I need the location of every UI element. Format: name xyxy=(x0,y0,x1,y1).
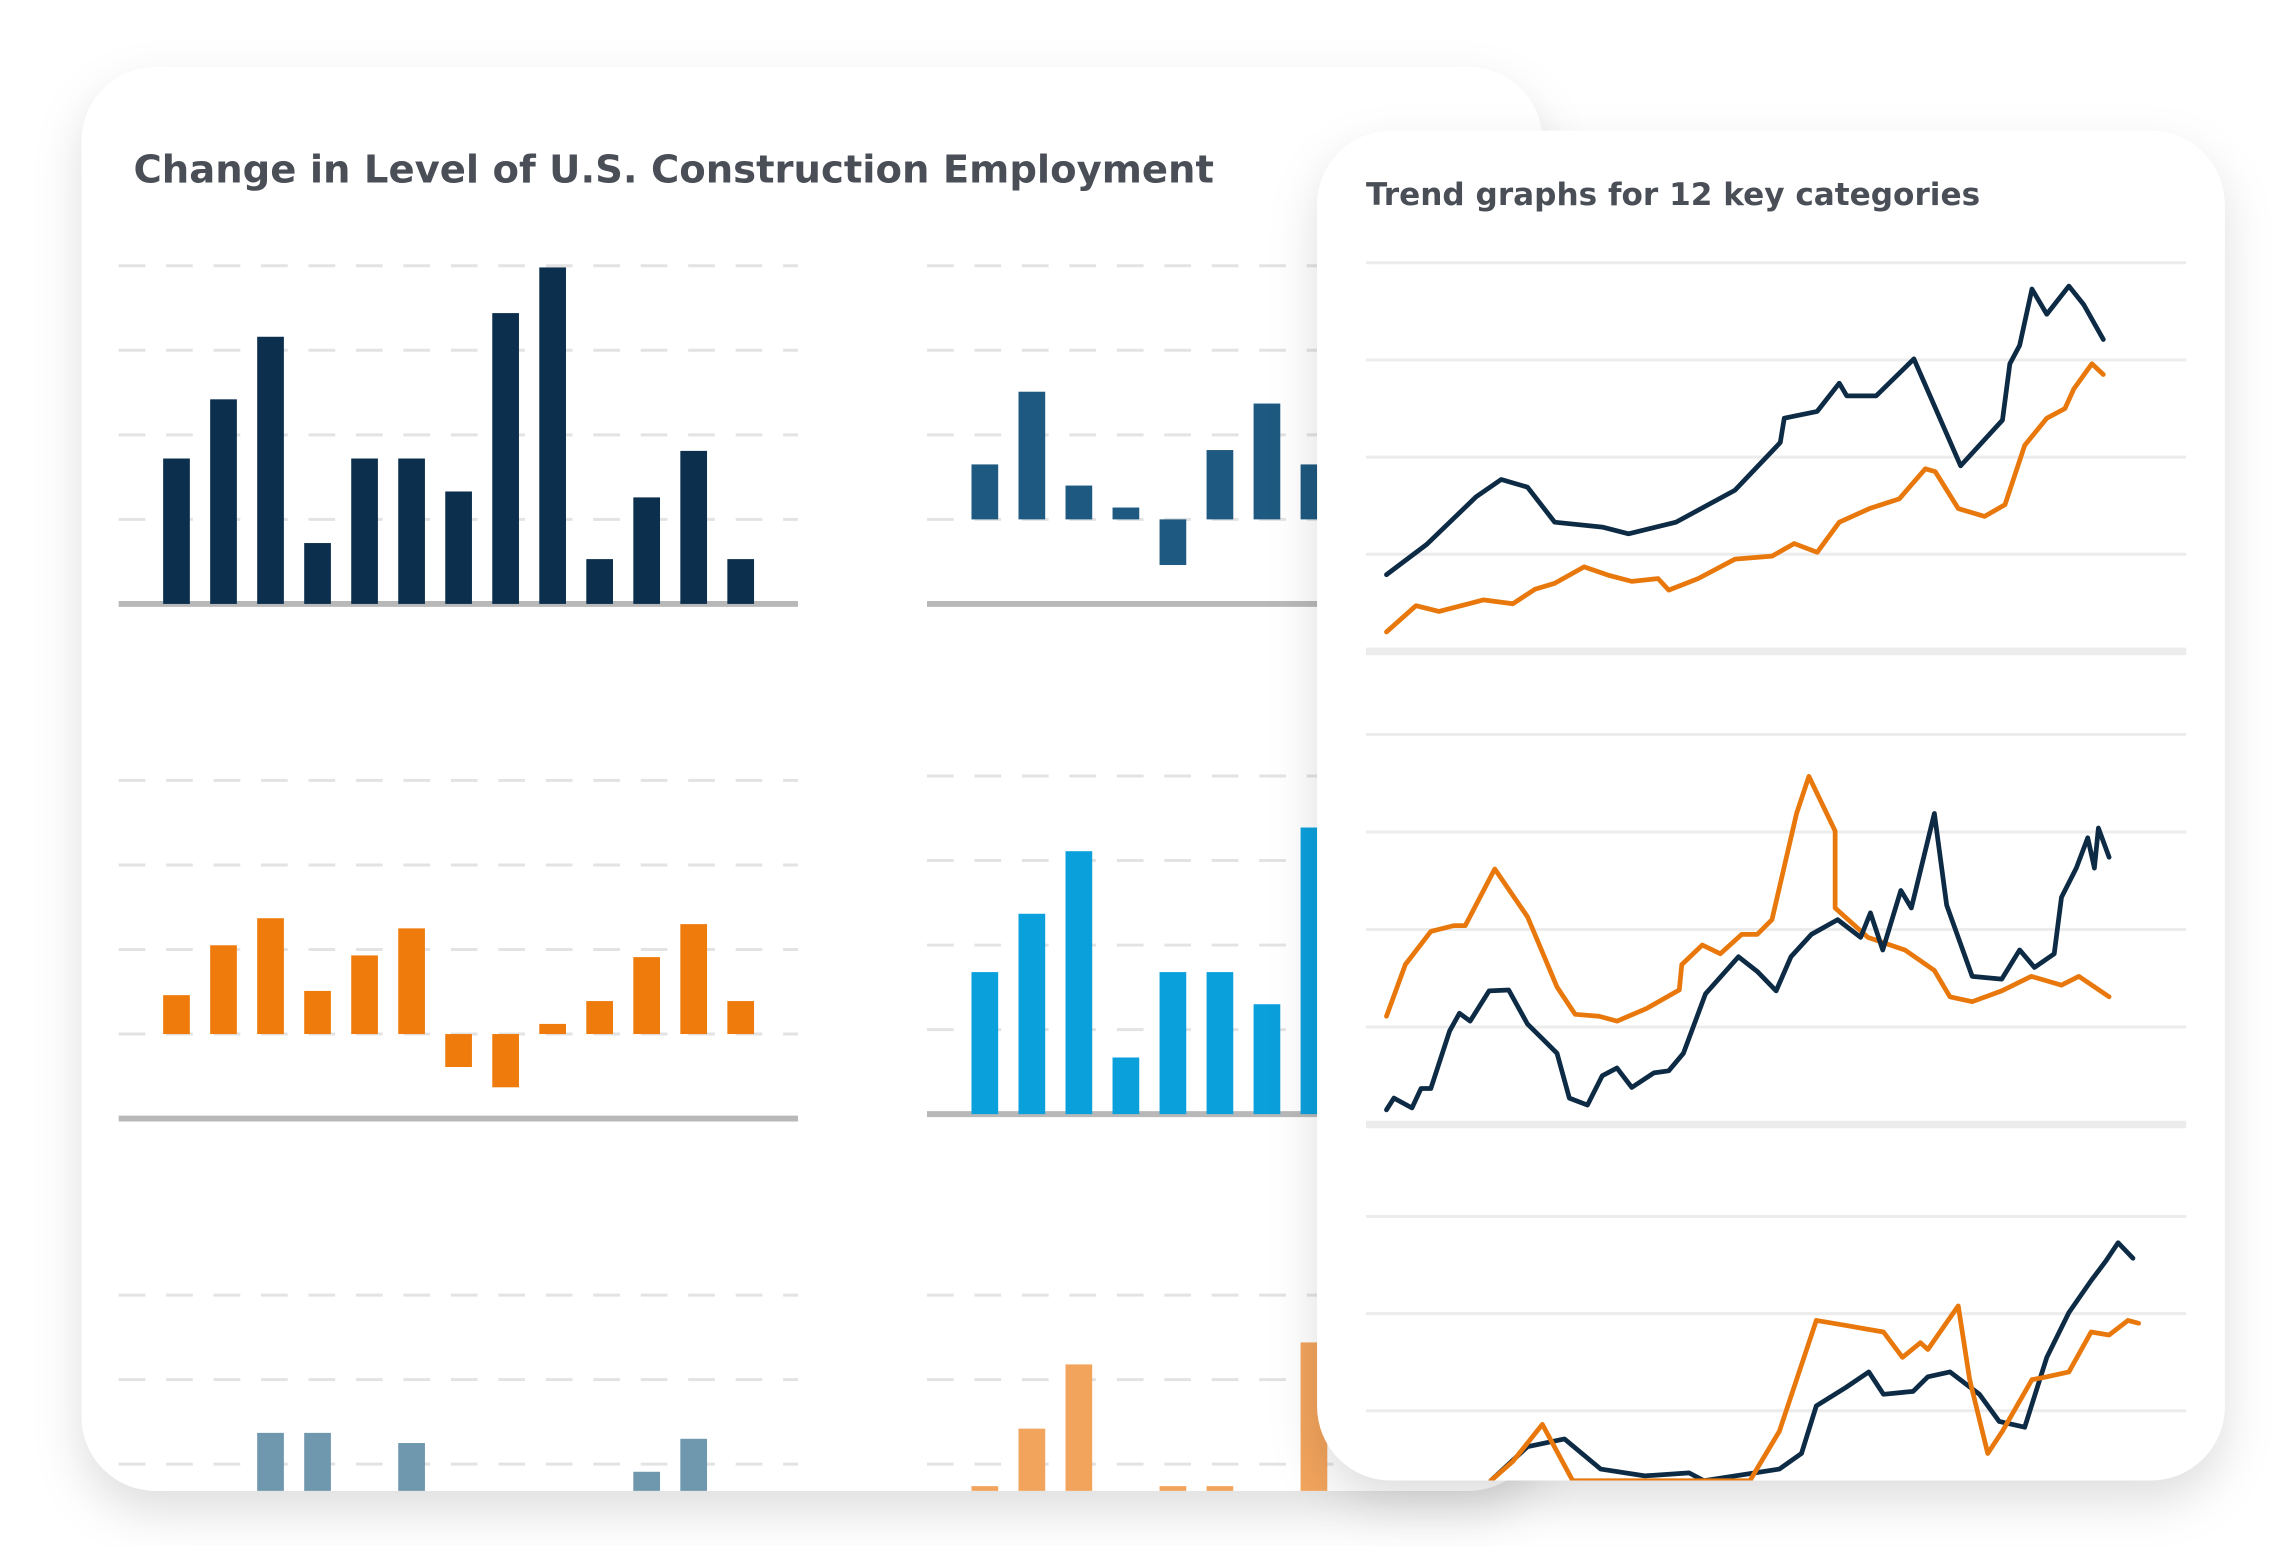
bar xyxy=(398,1443,425,1491)
bar xyxy=(1159,519,1187,566)
bar xyxy=(1018,913,1046,1115)
bar xyxy=(1253,403,1281,520)
bar xyxy=(304,990,331,1035)
bar xyxy=(1112,507,1140,520)
bar xyxy=(727,559,755,604)
bar xyxy=(586,559,613,604)
bar xyxy=(304,543,331,604)
bar xyxy=(210,945,237,1035)
bar xyxy=(1018,1428,1046,1491)
trend-line xyxy=(1384,283,2106,578)
trend-line xyxy=(1384,774,2112,1024)
bar xyxy=(633,957,661,1035)
bar xyxy=(680,450,708,604)
bar xyxy=(163,995,190,1035)
bar xyxy=(351,458,378,604)
bar xyxy=(445,491,472,604)
bar xyxy=(1065,1364,1093,1491)
bar xyxy=(304,1432,331,1491)
bar xyxy=(1253,1004,1281,1115)
bar xyxy=(398,458,425,604)
bar xyxy=(971,1486,999,1491)
bar xyxy=(1018,391,1046,520)
bar xyxy=(539,1023,566,1035)
right-card xyxy=(1317,130,2225,1481)
bar xyxy=(257,918,284,1035)
bar xyxy=(680,1438,708,1491)
trend-line xyxy=(1384,811,2112,1113)
left-card-content xyxy=(118,264,1543,1491)
bar xyxy=(727,1001,755,1035)
left-card-title: Change in Level of U.S. Construction Emp… xyxy=(133,148,1213,193)
bar xyxy=(1159,972,1187,1115)
bar xyxy=(539,267,566,604)
bar xyxy=(1159,1486,1187,1491)
bar xyxy=(398,928,425,1035)
bar xyxy=(971,972,999,1115)
bar xyxy=(210,399,237,604)
trend-line xyxy=(1488,1240,2136,1481)
bar xyxy=(1206,1486,1234,1491)
bar xyxy=(445,1034,472,1068)
bar xyxy=(1206,450,1234,520)
left-card xyxy=(81,67,1543,1491)
bar xyxy=(971,464,999,520)
right-card-title: Trend graphs for 12 key categories xyxy=(1366,177,1980,213)
trend-line xyxy=(1384,361,2106,635)
right-card-content xyxy=(1366,261,2187,1481)
bar xyxy=(257,336,284,604)
bar xyxy=(1112,1057,1140,1115)
bar xyxy=(1065,851,1093,1115)
trend-line xyxy=(1488,1303,2141,1481)
bar xyxy=(680,924,708,1035)
bar xyxy=(351,955,378,1035)
bar xyxy=(163,458,190,604)
bar xyxy=(1065,485,1093,520)
bar xyxy=(257,1432,284,1491)
bar xyxy=(633,1471,661,1491)
bar xyxy=(633,497,661,604)
bar xyxy=(492,313,519,604)
bar xyxy=(1206,972,1234,1115)
bar xyxy=(492,1034,519,1088)
bar xyxy=(586,1001,613,1035)
